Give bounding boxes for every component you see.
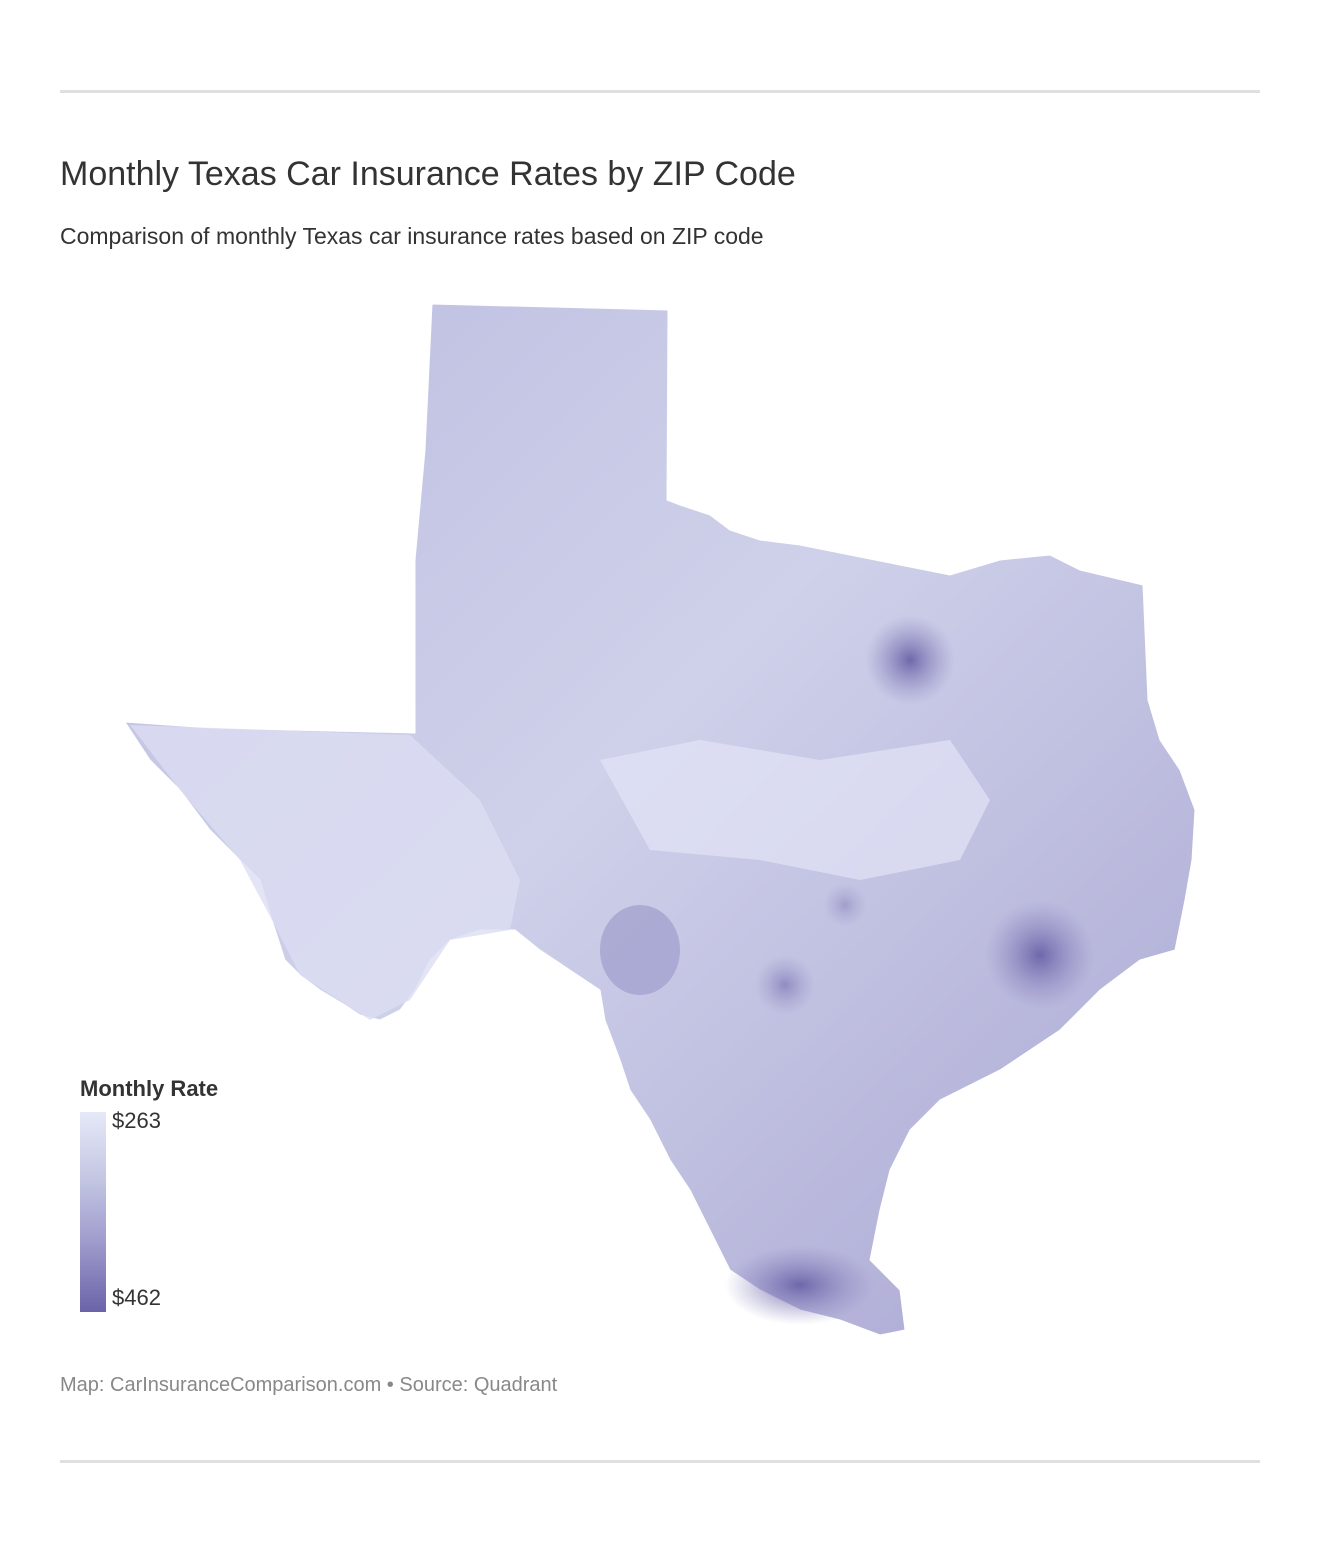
southwest-region xyxy=(600,905,680,995)
legend-color-scale xyxy=(80,1112,106,1312)
page-title: Monthly Texas Car Insurance Rates by ZIP… xyxy=(60,155,796,193)
page-subtitle: Comparison of monthly Texas car insuranc… xyxy=(60,223,764,249)
legend-max-label: $462 xyxy=(112,1285,161,1310)
west-texas-light-region xyxy=(130,725,520,1020)
rio-grande-valley-high-rate-cluster xyxy=(725,1245,875,1325)
top-divider xyxy=(60,90,1260,93)
legend-min-label: $263 xyxy=(112,1108,161,1133)
central-light-region xyxy=(600,740,990,880)
san-antonio-cluster xyxy=(755,955,815,1015)
bottom-divider xyxy=(60,1460,1260,1463)
legend-title: Monthly Rate xyxy=(80,1076,219,1101)
austin-cluster xyxy=(823,883,867,927)
dallas-fort-worth-high-rate-cluster xyxy=(865,615,955,705)
source-footer: Map: CarInsuranceComparison.com • Source… xyxy=(60,1374,558,1396)
houston-high-rate-cluster xyxy=(985,900,1095,1010)
